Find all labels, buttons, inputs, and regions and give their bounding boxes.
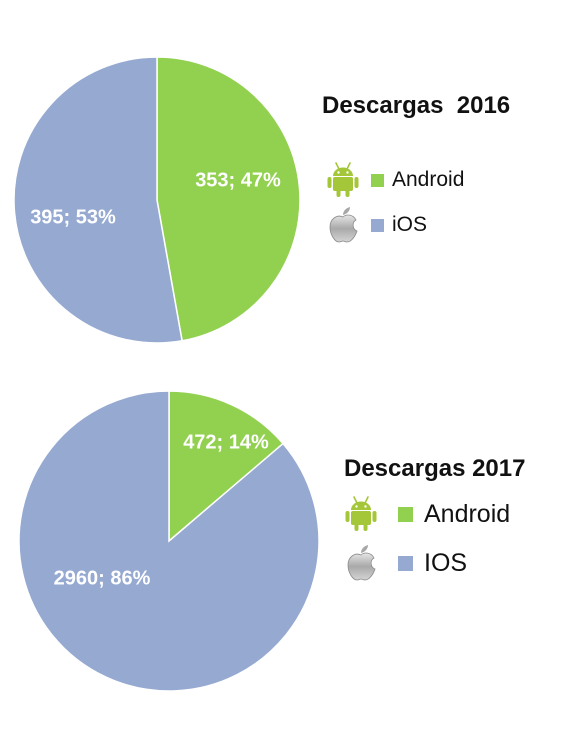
pie-chart-2016: 353; 47% 395; 53%	[13, 56, 301, 344]
pie-chart-2017: 472; 14% 2960; 86%	[18, 390, 320, 692]
data-label-ios: 2960; 86%	[54, 567, 151, 589]
apple-icon	[344, 542, 378, 584]
legend-item-ios-2016: iOS	[326, 205, 427, 245]
legend-label-android: Android	[424, 499, 511, 528]
pie-slice-android	[168, 390, 285, 543]
chart-title-2016: Descargas 2016	[322, 92, 511, 119]
chart-title-2017: Descargas 2017	[344, 455, 526, 482]
legend-label-ios: iOS	[392, 213, 428, 236]
data-label-ios: 395; 53%	[30, 206, 116, 228]
android-icon	[326, 160, 360, 200]
legend-item-ios-2017: IOS	[344, 542, 467, 584]
apple-icon	[326, 205, 360, 245]
legend-label-ios: IOS	[424, 548, 468, 577]
legend-swatch-android	[398, 506, 413, 522]
pie-slice-ios	[18, 390, 320, 692]
android-icon	[344, 493, 378, 535]
legend-item-android-2017: Android	[344, 493, 510, 535]
legend-swatch-android	[371, 173, 384, 187]
pie-slice-android	[156, 56, 301, 342]
legend-label-android: Android	[392, 168, 465, 191]
legend-swatch-ios	[398, 555, 413, 571]
pie-slice-ios	[13, 56, 183, 344]
legend-item-android-2016: Android	[326, 160, 464, 200]
legend-swatch-ios	[371, 218, 384, 232]
data-label-android: 353; 47%	[195, 169, 281, 191]
data-label-android: 472; 14%	[183, 431, 269, 453]
